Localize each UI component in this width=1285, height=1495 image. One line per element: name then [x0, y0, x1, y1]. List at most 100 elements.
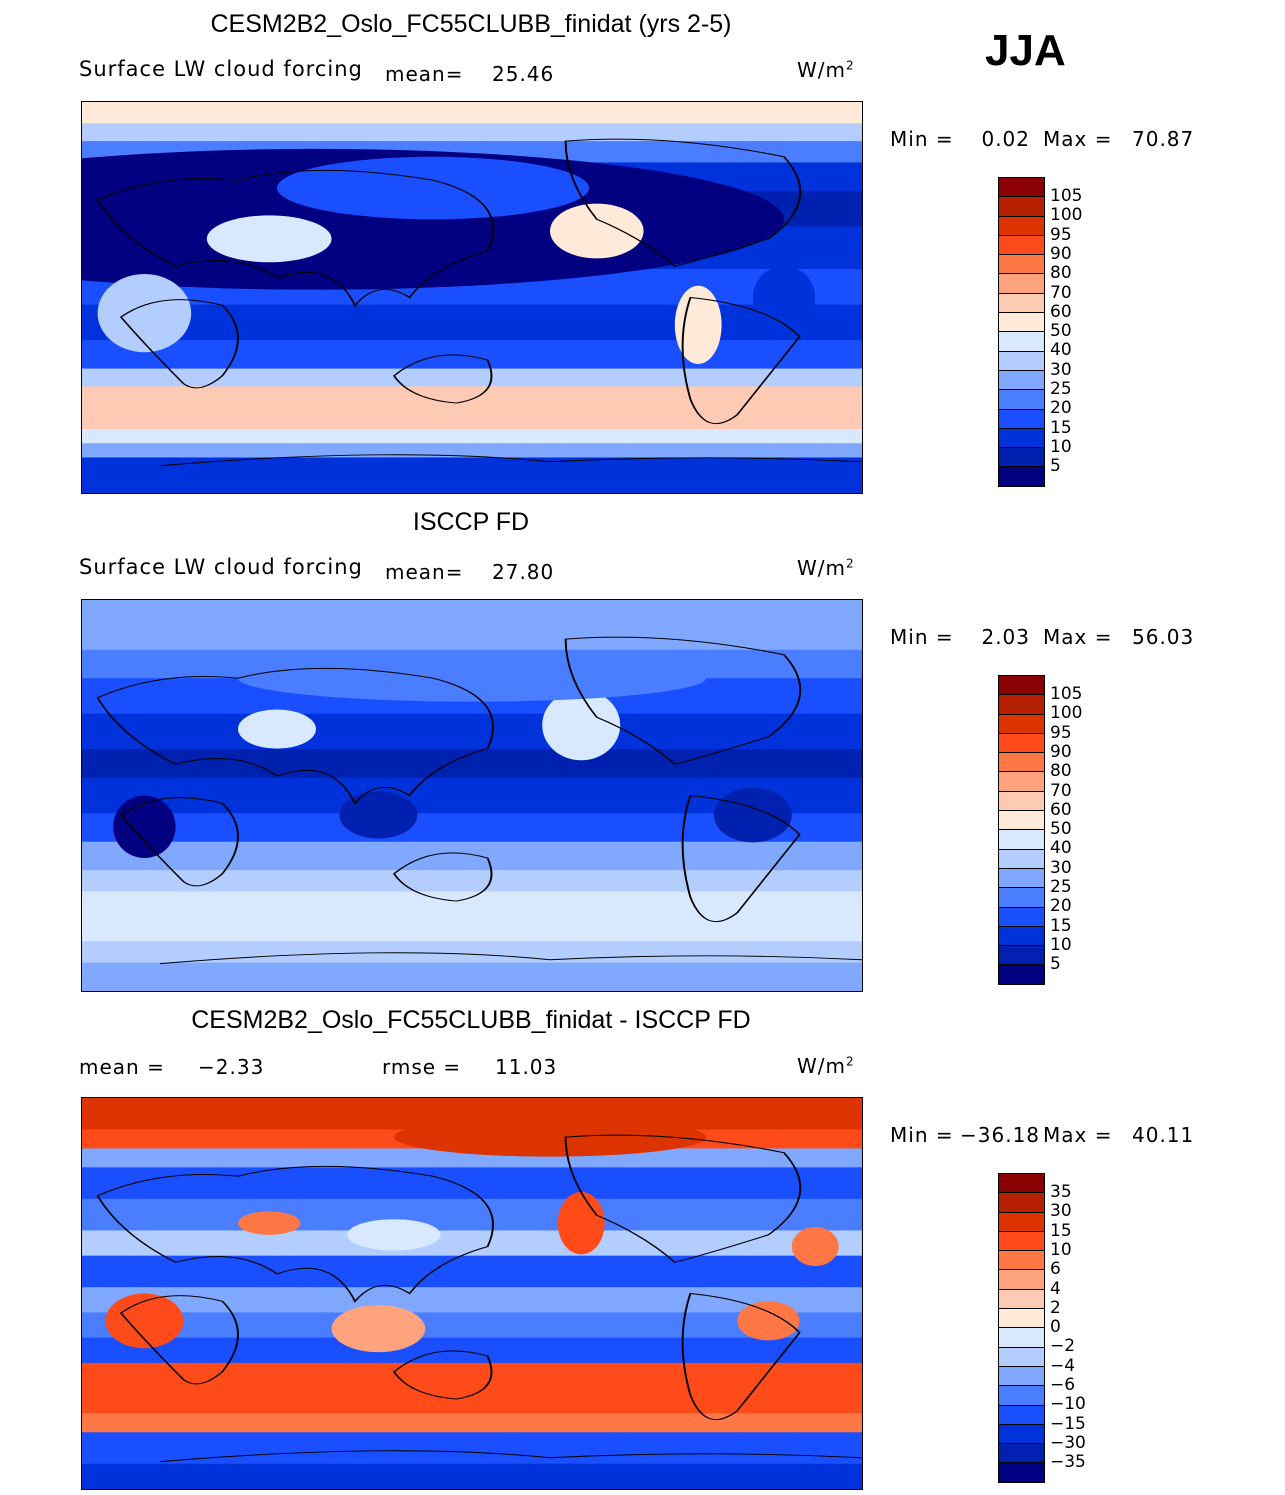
colorbar-tick-label: 25	[1050, 877, 1072, 897]
colorbar-tick-label: 5	[1050, 954, 1061, 975]
field-blob	[339, 791, 418, 839]
field-blob	[752, 266, 816, 329]
units: W/m	[797, 58, 846, 82]
colorbar-swatch	[999, 332, 1044, 352]
colorbar-swatch	[999, 274, 1044, 294]
colorbar-tick-label: 40	[1050, 340, 1072, 361]
coastlines	[96, 1134, 862, 1463]
colorbar-swatch	[999, 791, 1044, 812]
colorbar-tick-label: 20	[1050, 896, 1072, 917]
rmse-label: rmse =	[382, 1055, 462, 1079]
colorbar-swatch	[999, 1270, 1044, 1290]
colorbar-tick-label: 95	[1050, 722, 1072, 743]
colorbar-tick-label: −10	[1050, 1394, 1086, 1415]
field-blob	[105, 1293, 184, 1349]
colorbar-swatch	[999, 370, 1044, 391]
colorbar-tick-label: 40	[1050, 838, 1072, 859]
field-blob	[394, 1117, 706, 1157]
field-band	[82, 962, 862, 991]
field-band	[82, 368, 862, 388]
panel-title: CESM2B2_Oslo_FC55CLUBB_finidat - ISCCP F…	[191, 1006, 751, 1034]
map-plot	[81, 101, 863, 494]
field-blob	[557, 1191, 605, 1255]
colorbar-swatch	[999, 1309, 1044, 1329]
field-blob	[238, 1211, 301, 1235]
field-blob	[331, 1305, 426, 1353]
colorbar-swatch	[999, 1424, 1044, 1445]
colorbar-swatch	[999, 216, 1044, 236]
colorbar-tick-label: 60	[1050, 799, 1072, 820]
colorbar-swatch	[999, 753, 1044, 773]
field-band	[82, 1148, 862, 1169]
colorbar-swatch	[999, 1231, 1044, 1252]
mean-label: mean =	[79, 1055, 165, 1079]
field-blob	[347, 1219, 441, 1251]
field-band	[82, 600, 862, 623]
field-blob	[542, 689, 621, 761]
field-band	[82, 941, 862, 964]
colorbar-tick-label: 95	[1050, 224, 1072, 245]
field-band	[82, 841, 862, 872]
variable-label: Surface LW cloud forcing	[79, 555, 363, 579]
field-blob	[791, 1227, 839, 1267]
field-band	[82, 457, 862, 493]
field-band	[82, 123, 862, 143]
colorbar-swatch	[999, 676, 1044, 696]
colorbar-tick-label: 105	[1050, 684, 1083, 704]
colorbar-tick-label: −35	[1050, 1452, 1086, 1473]
field-band	[82, 1255, 862, 1289]
field-band	[82, 870, 862, 893]
map-plot	[81, 1097, 863, 1490]
colorbar-tick-label: 5	[1050, 456, 1061, 477]
field-band	[82, 1230, 862, 1257]
rmse-value: 11.03	[495, 1055, 558, 1079]
max-label: Max =	[1043, 127, 1113, 151]
units-label: W/m2	[797, 1054, 855, 1078]
colorbar-tick-label: 90	[1050, 741, 1072, 762]
colorbar-tick-label: 50	[1050, 321, 1072, 342]
min-value: 0.02	[981, 127, 1030, 151]
colorbar-tick-label: −6	[1050, 1375, 1076, 1395]
units-sup: 2	[846, 58, 855, 73]
field-band	[82, 1337, 862, 1365]
colorbar-swatch	[999, 351, 1044, 371]
colorbar-tick-label: 15	[1050, 417, 1072, 438]
field-blob	[238, 709, 316, 749]
panel-title: ISCCP FD	[412, 508, 530, 536]
colorbar	[998, 177, 1045, 487]
field-band	[82, 1463, 862, 1489]
colorbar-swatch	[999, 1193, 1044, 1213]
colorbar-swatch	[999, 695, 1044, 715]
colorbar-swatch	[999, 1212, 1044, 1232]
mean-value: 25.46	[492, 62, 555, 86]
field-band	[82, 1312, 862, 1339]
colorbar-tick-label: 0	[1050, 1317, 1061, 1338]
colorbar-tick-label: −30	[1050, 1432, 1086, 1453]
colorbar-tick-label: 2	[1050, 1297, 1061, 1318]
field-band	[82, 102, 862, 125]
colorbar-swatch	[999, 1386, 1044, 1406]
field-band	[82, 429, 862, 445]
colorbar-tick-label: 70	[1050, 282, 1072, 303]
field-blob	[206, 215, 332, 263]
max-value: 40.11	[1132, 1123, 1195, 1147]
field-band	[82, 891, 862, 943]
colorbar-swatch	[999, 409, 1044, 429]
field-band	[82, 1198, 862, 1232]
max-label: Max =	[1043, 1123, 1113, 1147]
variable-label: Surface LW cloud forcing	[79, 57, 363, 81]
colorbar-swatch	[999, 849, 1044, 869]
colorbar-tick-label: −15	[1050, 1413, 1086, 1434]
mean-label: mean=	[385, 62, 464, 86]
colorbar-swatch	[999, 868, 1044, 889]
colorbar-tick-label: 10	[1050, 1239, 1072, 1260]
colorbar-tick-label: 15	[1050, 915, 1072, 936]
min-label: Min =	[890, 625, 954, 649]
colorbar-tick-label: −4	[1050, 1355, 1076, 1376]
colorbar-swatch	[999, 811, 1044, 831]
colorbar-tick-label: 80	[1050, 263, 1072, 284]
map-plot	[81, 599, 863, 992]
colorbar-swatch	[999, 965, 1044, 984]
colorbar-tick-label: 30	[1050, 857, 1072, 878]
colorbar-swatch	[999, 714, 1044, 734]
